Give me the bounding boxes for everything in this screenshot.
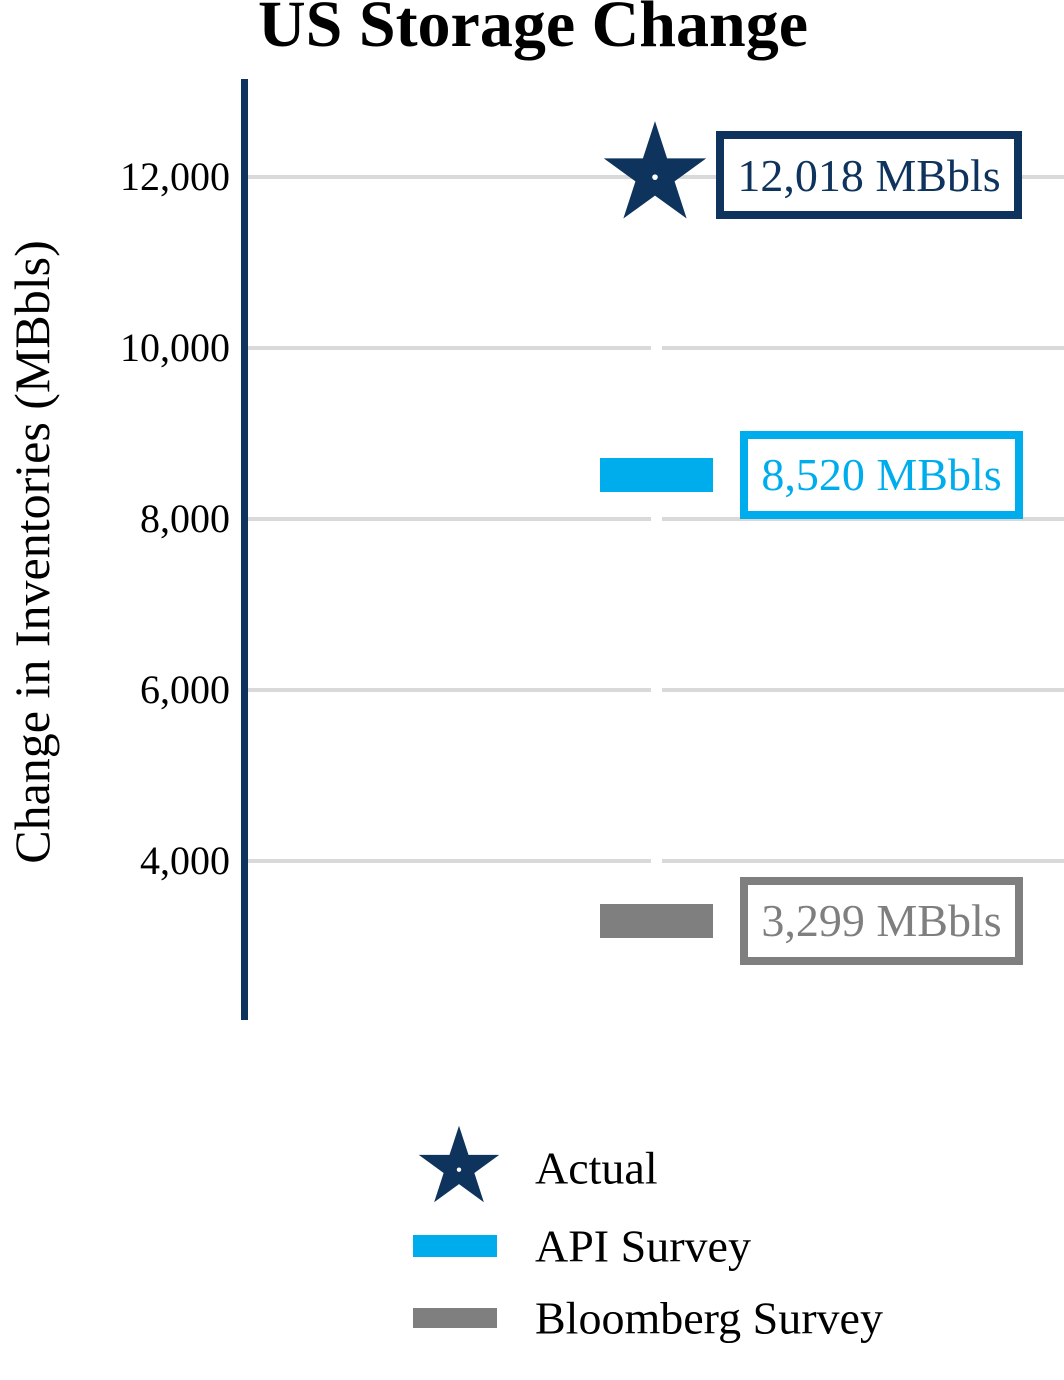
legend-label-actual: Actual — [535, 1142, 658, 1194]
y-tick-label: 6,000 — [140, 667, 230, 712]
actual-star-marker — [603, 121, 707, 220]
bloomberg-survey-data-label-text: 3,299 MBbls — [761, 895, 1002, 947]
legend-label-api-survey: API Survey — [535, 1220, 751, 1272]
y-tick-label: 4,000 — [140, 838, 230, 883]
chart-title: US Storage Change — [257, 0, 809, 61]
gridline-gap — [651, 517, 662, 521]
star-icon — [603, 121, 707, 220]
actual-data-label: 12,018 MBbls — [716, 131, 1022, 220]
api-survey-data-label: 8,520 MBbls — [740, 430, 1023, 519]
star-center-dot — [652, 174, 658, 181]
y-tick-label: 8,000 — [140, 496, 230, 541]
star-icon — [418, 1125, 500, 1203]
gridline-gap — [651, 688, 662, 692]
legend-actual-star-icon — [418, 1125, 500, 1203]
actual-data-label-text: 12,018 MBbls — [737, 149, 1001, 201]
gridline-gap — [651, 859, 662, 863]
api-survey-bar — [600, 457, 713, 492]
api-survey-data-label-text: 8,520 MBbls — [761, 449, 1002, 501]
bloomberg-survey-data-label: 3,299 MBbls — [740, 876, 1023, 965]
legend-label-bloomberg-survey: Bloomberg Survey — [535, 1292, 883, 1344]
legend-api-survey-swatch — [413, 1235, 497, 1257]
y-axis-line — [241, 79, 248, 1020]
gridline-gap — [651, 346, 662, 350]
star-center-dot — [456, 1167, 462, 1172]
y-tick-label: 12,000 — [120, 154, 230, 199]
bloomberg-survey-bar — [600, 903, 713, 938]
y-tick-label: 10,000 — [120, 325, 230, 370]
legend-bloomberg-survey-swatch — [413, 1308, 497, 1328]
